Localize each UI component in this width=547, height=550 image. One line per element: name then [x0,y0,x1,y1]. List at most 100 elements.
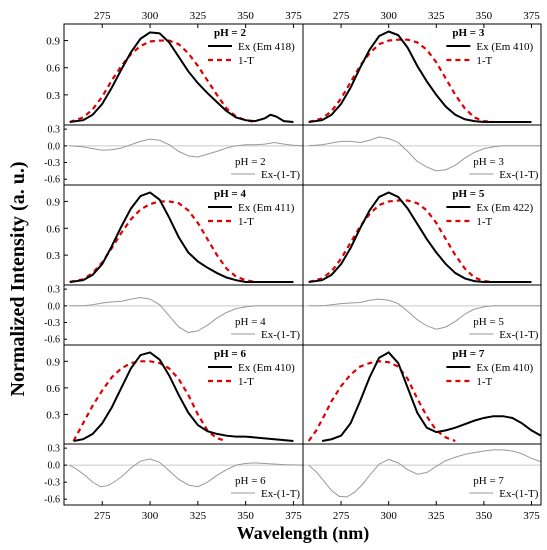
panel-ph-4: pH = 4Ex (Em 411)1-TpH = 4Ex-(1-T) [64,188,303,341]
diff-y-tick-label: 0.3 [48,125,61,136]
legend-label-one-minus-t: 1-T [476,55,492,67]
legend-label-ex: Ex (Em 411) [238,202,295,214]
legend-label-one-minus-t: 1-T [238,55,254,67]
ex-series-line [69,31,294,123]
ph-label: pH = 6 [214,348,246,360]
x-tick-label-bottom: 300 [380,510,397,522]
legend-label-diff: Ex-(1-T) [499,488,538,500]
diff-y-tick-label: 0.0 [48,461,61,472]
main-y-tick-label: 0.6 [46,223,60,235]
ex-series-line [308,191,532,283]
x-tick-label-bottom: 300 [142,510,159,522]
panel-ph-3: pH = 3Ex (Em 410)1-TpH = 3Ex-(1-T) [303,27,541,181]
x-tick-label-bottom: 375 [523,510,540,522]
ph-label: pH = 7 [452,348,484,360]
x-tick-label-top: 375 [285,10,302,22]
diff-y-tick-label: 0.0 [48,141,61,152]
legend-label-diff: Ex-(1-T) [499,169,538,181]
x-tick-label-bottom: 375 [285,510,302,522]
main-y-tick-label: 0.9 [46,356,60,368]
diff-y-tick-label: 0.3 [48,285,61,296]
x-tick-label-top: 325 [428,10,445,22]
legend-label-one-minus-t: 1-T [476,216,492,228]
diff-series-line [308,136,541,172]
diff-y-tick-label: -0.6 [44,495,60,506]
diff-series-line [308,449,542,498]
ex-series-line [73,351,294,442]
legend-label-diff: Ex-(1-T) [499,329,538,341]
x-tick-label-top: 300 [142,10,159,22]
one-minus-t-series-line [69,200,256,284]
x-tick-label-top: 300 [380,10,397,22]
diff-ph-label: pH = 7 [473,475,504,487]
legend-label-ex: Ex (Em 422) [476,202,533,214]
x-tick-label-bottom: 350 [476,510,493,522]
panel-ph-5: pH = 5Ex (Em 422)1-TpH = 5Ex-(1-T) [303,188,541,341]
diff-y-tick-label: -0.3 [44,318,60,329]
ph-label: pH = 2 [214,27,246,39]
diff-y-tick-label: 0.3 [48,444,61,455]
diff-ph-label: pH = 5 [473,316,504,328]
x-tick-label-bottom: 325 [428,510,445,522]
ex-series-line [321,351,542,442]
y-axis-title: Normalized Intensity (a. u.) [7,162,29,397]
x-tick-label-top: 325 [190,10,207,22]
one-minus-t-series-line [307,360,456,443]
main-y-tick-label: 0.3 [46,409,60,421]
panel-ph-7: pH = 7Ex (Em 410)1-TpH = 7Ex-(1-T) [303,348,542,500]
x-tick-label-top: 275 [333,10,350,22]
frame-layer [63,23,542,506]
panel-ph-6: pH = 6Ex (Em 410)1-TpH = 6Ex-(1-T) [64,348,304,500]
main-y-tick-label: 0.3 [46,90,60,102]
legend-label-one-minus-t: 1-T [238,216,254,228]
x-tick-label-bottom: 275 [94,510,111,522]
legend-label-ex: Ex (Em 410) [238,362,295,374]
one-minus-t-series-line [72,360,227,443]
x-tick-label-top: 275 [94,10,111,22]
diff-y-tick-label: -0.3 [44,478,60,489]
main-y-tick-label: 0.6 [46,63,60,75]
diff-y-tick-label: -0.3 [44,158,60,169]
one-minus-t-series-line [308,38,494,124]
x-axis-title: Wavelength (nm) [237,523,370,544]
diff-y-tick-label: 0.0 [48,301,61,312]
x-tick-label-top: 350 [237,10,254,22]
x-tick-label-top: 350 [476,10,493,22]
diff-series-line [69,296,303,334]
legend-label-diff: Ex-(1-T) [261,169,300,181]
ph-label: pH = 3 [452,27,484,39]
diff-series-line [69,138,304,158]
main-y-tick-label: 0.9 [46,196,60,208]
diff-y-tick-label: -0.6 [44,335,60,346]
diff-ph-label: pH = 2 [235,156,266,168]
x-tick-label-bottom: 325 [190,510,207,522]
diff-series-line [69,458,304,488]
ph-label: pH = 4 [214,188,246,200]
legend-label-one-minus-t: 1-T [238,376,254,388]
x-tick-label-top: 375 [523,10,540,22]
main-y-tick-label: 0.3 [46,250,60,262]
diff-ph-label: pH = 6 [235,475,266,487]
x-tick-label-bottom: 275 [333,510,350,522]
diff-ph-label: pH = 4 [235,316,266,328]
legend-label-diff: Ex-(1-T) [261,488,300,500]
legend-label-ex: Ex (Em 418) [238,41,295,53]
legend-label-ex: Ex (Em 410) [476,362,533,374]
main-y-tick-label: 0.9 [46,36,60,48]
diff-ph-label: pH = 3 [473,156,504,168]
legend-label-ex: Ex (Em 410) [476,41,533,53]
one-minus-t-series-line [69,39,256,124]
ex-series-line [308,30,532,123]
panels-layer: pH = 2Ex (Em 418)1-TpH = 2Ex-(1-T)pH = 3… [64,27,542,500]
panel-ph-2: pH = 2Ex (Em 418)1-TpH = 2Ex-(1-T) [64,27,304,181]
main-y-tick-label: 0.6 [46,383,60,395]
diff-series-line [308,298,541,330]
diff-y-tick-label: -0.6 [44,175,60,186]
ph-label: pH = 5 [452,188,484,200]
legend-label-diff: Ex-(1-T) [261,329,300,341]
ex-series-line [69,191,294,283]
x-tick-label-bottom: 350 [237,510,254,522]
one-minus-t-series-line [308,199,494,284]
axis-layer: 275 275 300 300 325 325 350 350 375 375 275 275 300 3… [44,10,540,522]
